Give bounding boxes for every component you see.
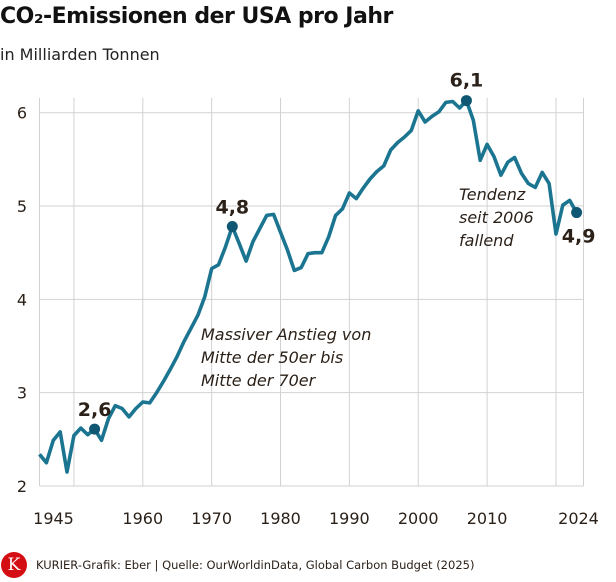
annotation-line: Mitte der 50er bis — [201, 348, 343, 367]
highlight-dot — [89, 423, 101, 435]
highlight-points: 2,6 4,8 6,1 4,9 — [78, 70, 596, 435]
kurier-logo: K — [1, 552, 27, 578]
y-tick-label: 6 — [17, 104, 27, 123]
x-tick-label: 1980 — [260, 509, 301, 528]
annotation-line: Mitte der 70er — [201, 371, 317, 390]
grid — [39, 97, 584, 487]
x-tick-label: 1990 — [329, 509, 370, 528]
annotation-line: fallend — [459, 231, 514, 250]
x-axis-ticks: 1945 1960 1970 1980 1990 2000 2010 2024 — [33, 509, 599, 528]
x-tick-label: 1970 — [191, 509, 232, 528]
chart-title: CO₂-Emissionen der USA pro Jahr — [0, 4, 393, 29]
annotation-line: seit 2006 — [459, 208, 534, 227]
series-line — [38, 98, 579, 474]
highlight-dot — [226, 221, 238, 233]
x-tick-label: 1945 — [33, 509, 74, 528]
value-label: 4,9 — [562, 226, 596, 248]
y-tick-label: 4 — [17, 290, 27, 309]
x-tick-label: 1960 — [122, 509, 163, 528]
highlight-dot — [460, 95, 472, 107]
x-tick-label: 2000 — [398, 509, 439, 528]
value-label: 6,1 — [450, 70, 484, 92]
value-label: 2,6 — [78, 399, 112, 421]
annotations: Massiver Anstieg von Mitte der 50er bis Mi… — [201, 185, 534, 390]
highlight-dot — [571, 207, 583, 219]
y-tick-label: 5 — [17, 197, 27, 216]
x-tick-label: 2024 — [558, 509, 599, 528]
value-label: 4,8 — [215, 197, 249, 219]
y-tick-label: 3 — [17, 384, 27, 403]
source-credit: KURIER-Grafik: Eber | Quelle: OurWorldin… — [36, 558, 475, 572]
annotation-line: Massiver Anstieg von — [201, 325, 371, 344]
chart-subtitle: in Milliarden Tonnen — [0, 45, 160, 64]
line-chart: 2 3 4 5 6 1945 1960 1970 1980 1990 2000 2010 2024 2… — [17, 70, 599, 528]
annotation-line: Tendenz — [459, 185, 526, 204]
series-lines — [38, 98, 579, 474]
footer: K KURIER-Grafik: Eber | Quelle: OurWorld… — [0, 552, 474, 578]
y-axis-ticks: 2 3 4 5 6 — [17, 104, 27, 496]
y-tick-label: 2 — [17, 477, 27, 496]
x-tick-label: 2010 — [467, 509, 508, 528]
